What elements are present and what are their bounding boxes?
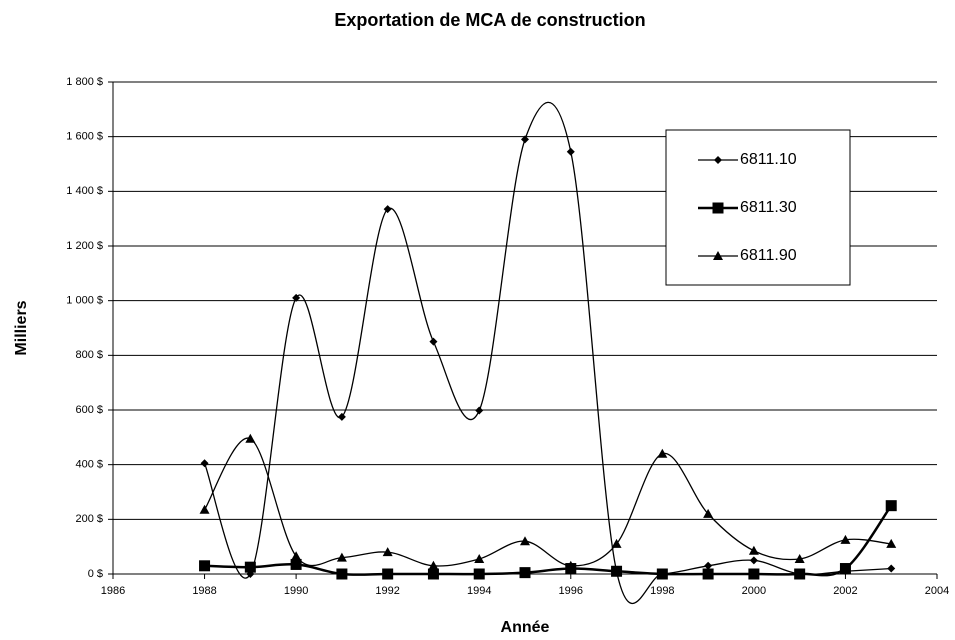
marker [748, 545, 759, 555]
x-tick-label: 1986 [101, 585, 125, 597]
marker [839, 563, 851, 575]
marker [611, 538, 622, 548]
marker [704, 561, 713, 570]
marker [475, 406, 484, 415]
marker [521, 135, 529, 144]
marker [703, 508, 714, 518]
marker [656, 568, 668, 580]
series-line [204, 504, 893, 577]
y-tick-label: 1 800 $ [66, 76, 103, 88]
x-tick-label: 1996 [559, 585, 583, 597]
y-tick-label: 1 000 $ [66, 295, 103, 307]
y-tick-label: 800 $ [75, 349, 103, 361]
marker [565, 560, 576, 570]
x-tick-label: 1998 [650, 585, 674, 597]
marker [886, 538, 897, 548]
legend: 6811.10 6811.30 6811.90 [665, 129, 851, 286]
marker [657, 448, 668, 458]
legend-box [665, 129, 851, 286]
x-tick-label: 1994 [467, 585, 491, 597]
y-tick-label: 600 $ [75, 404, 103, 416]
x-tick-label: 1988 [192, 585, 216, 597]
marker [244, 561, 256, 573]
marker [200, 459, 209, 468]
x-tick-label: 2004 [925, 585, 949, 597]
marker [427, 568, 439, 580]
y-tick-label: 1 200 $ [66, 240, 103, 252]
chart-title: Exportation de MCA de construction [334, 10, 645, 30]
y-tick-label: 400 $ [75, 459, 103, 471]
x-tick-label: 1990 [284, 585, 308, 597]
marker [794, 568, 806, 580]
marker [840, 534, 851, 544]
series-line [203, 101, 892, 604]
marker [474, 553, 485, 563]
marker [290, 558, 302, 570]
marker [748, 568, 760, 580]
legend-label: 6811.10 [740, 151, 797, 168]
marker [749, 556, 758, 565]
marker [291, 551, 302, 561]
y-tick-label: 200 $ [75, 513, 103, 525]
marker [336, 552, 347, 562]
x-tick-label: 2000 [742, 585, 766, 597]
marker [702, 568, 714, 580]
marker [473, 568, 485, 580]
marker [885, 500, 897, 512]
marker [336, 568, 348, 580]
marker [520, 536, 530, 546]
marker [887, 564, 896, 573]
marker [714, 156, 722, 164]
marker [712, 202, 724, 214]
marker [713, 251, 723, 260]
series-line [204, 437, 892, 567]
x-tick-label: 2002 [833, 585, 857, 597]
marker [383, 205, 392, 214]
x-axis-label: Année [501, 619, 550, 636]
marker [292, 293, 301, 302]
marker [429, 337, 438, 346]
x-tick-label: 1992 [375, 585, 399, 597]
legend-label: 6811.30 [740, 199, 797, 216]
y-tick-label: 1 400 $ [66, 185, 103, 197]
y-axis-label: Milliers [13, 300, 30, 355]
marker [519, 567, 531, 579]
marker [337, 412, 346, 421]
marker [382, 568, 394, 580]
marker [245, 433, 256, 443]
legend-label: 6811.90 [740, 247, 797, 264]
marker [199, 504, 210, 514]
y-tick-label: 1 600 $ [66, 131, 103, 143]
marker [794, 553, 805, 563]
marker [199, 560, 211, 572]
marker [382, 547, 393, 557]
marker [566, 147, 575, 156]
y-tick-label: 0 $ [88, 568, 103, 580]
marker [611, 565, 623, 577]
marker [428, 560, 439, 570]
